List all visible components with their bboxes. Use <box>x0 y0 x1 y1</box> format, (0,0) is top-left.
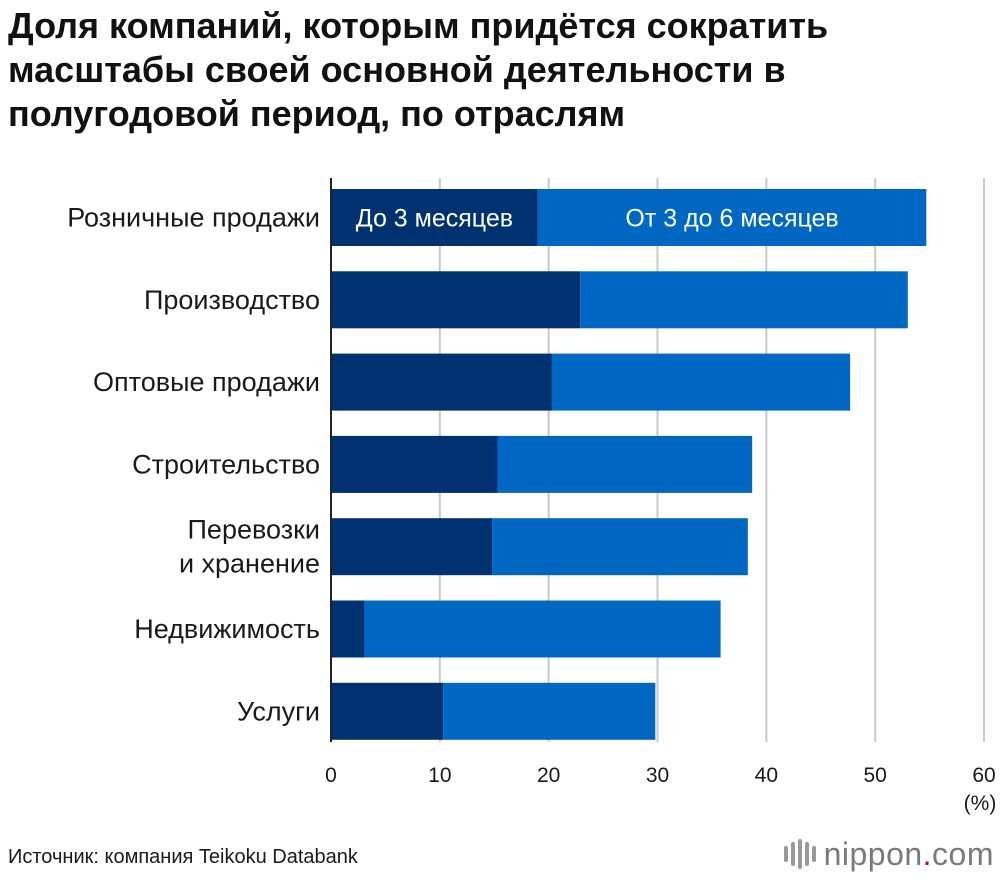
bar-segment-3-to-6-months <box>364 600 721 658</box>
category-label: Услуги <box>237 696 320 726</box>
x-tick-label: 10 <box>428 764 451 787</box>
source-note: Источник: компания Teikoku Databank <box>8 846 358 868</box>
chart-title-line: полугодовой период, по отраслям <box>8 93 626 134</box>
bar-segment-up-to-3-months <box>331 600 365 658</box>
category-label: Розничные продажи <box>67 203 320 233</box>
legend-label: От 3 до 6 месяцев <box>625 205 838 233</box>
bar-segment-up-to-3-months <box>331 518 493 576</box>
nippon-logo: nippon.com <box>783 836 994 873</box>
logo-wordmark: nippon.com <box>824 836 994 873</box>
logo-bars-icon <box>783 839 816 869</box>
bar-segment-3-to-6-months <box>497 435 753 493</box>
x-axis-ticks: 0 10 20 30 40 50 60 (%) <box>325 764 996 815</box>
x-tick-label: 30 <box>646 764 669 787</box>
x-tick-label: 50 <box>863 764 886 787</box>
bar-segment-up-to-3-months <box>331 435 498 493</box>
bar-segment-up-to-3-months <box>331 682 444 740</box>
x-unit-label: (%) <box>964 792 997 815</box>
category-label: Перевозки <box>188 515 320 545</box>
logo-tld: com <box>932 835 994 872</box>
bar-segment-3-to-6-months <box>537 189 927 246</box>
category-label: Производство <box>144 285 320 315</box>
category-label: Недвижимость <box>134 614 320 644</box>
category-labels: Розничные продажи Производство Оптовые про… <box>67 203 320 727</box>
x-tick-label: 20 <box>537 764 560 787</box>
logo-name: nippon <box>823 835 923 872</box>
bar-segment-3-to-6-months <box>580 271 908 329</box>
legend: До 3 месяцев От 3 до 6 месяцев <box>356 205 839 233</box>
x-tick-label: 0 <box>325 764 337 787</box>
bar-segment-up-to-3-months <box>331 271 581 329</box>
chart-title-line: масштабы своей основной деятельности в <box>8 49 786 90</box>
bar-segment-3-to-6-months <box>443 682 656 740</box>
chart-title: Доля компаний, которым придётся сократит… <box>8 4 988 136</box>
category-label: и хранение <box>179 549 320 579</box>
bar-segment-up-to-3-months <box>331 353 552 411</box>
category-label: Оптовые продажи <box>93 367 320 397</box>
bar-segment-3-to-6-months <box>551 353 851 411</box>
logo-dot: . <box>922 835 933 872</box>
category-label: Строительство <box>132 449 320 479</box>
legend-label: До 3 месяцев <box>356 205 513 233</box>
chart-title-line: Доля компаний, которым придётся сократит… <box>8 5 829 46</box>
x-tick-label: 40 <box>755 764 778 787</box>
bars <box>331 189 927 740</box>
x-tick-label: 60 <box>972 764 995 787</box>
bar-segment-up-to-3-months <box>331 189 538 246</box>
bar-segment-3-to-6-months <box>492 518 748 576</box>
